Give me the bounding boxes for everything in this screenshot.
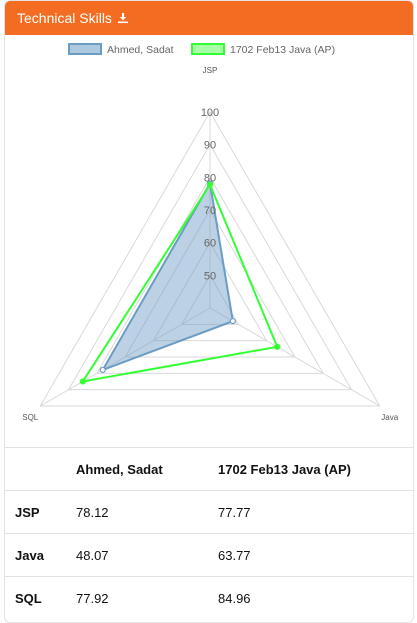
data-point [99,366,106,374]
table-header-row: Ahmed, Sadat 1702 Feb13 Java (AP) [5,447,413,491]
radial-tick-labels: 50 60 70 80 90 100 [201,107,219,282]
axis-labels: JSP Java SQL [22,66,398,422]
table-cell: 84.96 [208,576,413,619]
table-cell: 48.07 [66,533,208,577]
table-header-cell: 1702 Feb13 Java (AP) [208,447,413,491]
axis-label: Java [381,413,398,422]
download-icon[interactable] [117,12,129,24]
technical-skills-card: Technical Skills Ahmed, Sadat 1702 Feb13 … [4,0,414,623]
axis-label: JSP [203,66,218,75]
skills-table: Ahmed, Sadat 1702 Feb13 Java (AP) JSP 78… [5,447,413,619]
tick-label: 70 [204,205,216,217]
tick-label: 80 [204,172,216,184]
table-cell: 77.92 [66,576,208,619]
series-polygon [80,182,279,383]
row-label: SQL [5,576,66,619]
table-row: JSP 78.12 77.77 [5,490,413,534]
grid-ring [180,274,240,325]
table-header-cell: Ahmed, Sadat [66,447,208,491]
tick-label: 60 [204,238,216,250]
grid-spoke [40,307,211,407]
data-point [229,318,236,325]
table-row: Java 48.07 63.77 [5,533,413,577]
table-cell: 77.77 [208,490,413,534]
table-cell: 78.12 [66,490,208,534]
data-point [79,378,86,385]
table-row: SQL 77.92 84.96 [5,576,413,619]
data-point [274,343,281,350]
axis-label: SQL [22,413,39,422]
grid-ring [39,110,381,407]
grid-ring [67,143,353,391]
table-header-cell [5,447,66,491]
data-point [206,181,214,188]
grid-spoke [209,307,380,407]
series-polygon [100,180,234,372]
table-cell: 63.77 [208,533,413,577]
tick-label: 50 [204,270,216,282]
grid-ring [95,176,325,374]
chart-legend: Ahmed, Sadat 1702 Feb13 Java (AP) [68,43,335,56]
row-label: Java [5,533,66,577]
grid-ring [124,208,296,358]
grid-ring [152,241,268,342]
card-header: Technical Skills [5,1,413,35]
radar-chart-svg: Ahmed, Sadat 1702 Feb13 Java (AP) 50 60 70 8… [22,43,399,422]
tick-label: 90 [204,140,216,152]
tick-label: 100 [201,107,219,119]
radar-series [79,180,281,385]
legend-label: Ahmed, Sadat [107,44,174,56]
row-label: JSP [5,490,66,534]
legend-swatch [68,43,102,55]
card-title: Technical Skills [17,10,112,26]
radar-grid [39,110,381,407]
radar-chart: Ahmed, Sadat 1702 Feb13 Java (AP) 50 60 70 8… [5,35,413,447]
legend-swatch [191,43,225,55]
legend-label: 1702 Feb13 Java (AP) [230,44,335,56]
